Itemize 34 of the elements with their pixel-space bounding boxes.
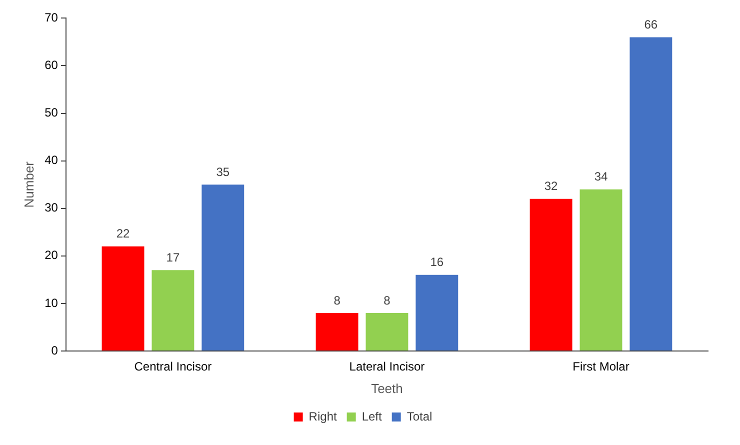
bar <box>102 246 144 350</box>
data-label: 32 <box>544 179 558 194</box>
y-tick-label: 50 <box>44 106 58 120</box>
bar <box>366 312 408 350</box>
y-tick-label: 70 <box>44 10 58 25</box>
data-label: 17 <box>166 250 180 264</box>
data-label: 8 <box>384 293 391 308</box>
y-tick-label: 30 <box>44 200 58 215</box>
bar <box>630 37 672 350</box>
x-tick-label: Lateral Incisor <box>349 360 425 374</box>
data-label: 34 <box>594 170 608 184</box>
data-label: 8 <box>334 293 341 308</box>
bar <box>202 184 244 350</box>
y-tick-label: 20 <box>44 248 58 262</box>
bar <box>580 189 622 350</box>
x-tick-label: First Molar <box>572 360 630 374</box>
y-tick-label: 10 <box>44 296 58 310</box>
legend-label: Left <box>362 409 383 424</box>
y-tick-label: 0 <box>51 343 58 358</box>
x-tick-label: Central Incisor <box>134 360 212 374</box>
y-tick-label: 60 <box>44 58 58 72</box>
data-label: 22 <box>116 226 130 241</box>
y-axis-title: Number <box>21 160 36 208</box>
bar <box>316 312 358 350</box>
data-label: 16 <box>430 255 444 270</box>
bar <box>416 274 458 350</box>
x-axis-title: Teeth <box>371 380 403 396</box>
y-tick-label: 40 <box>44 153 58 168</box>
legend-label: Right <box>308 409 338 424</box>
data-label: 66 <box>644 18 658 32</box>
bar <box>530 198 572 350</box>
legend-label: Total <box>406 409 432 424</box>
data-label: 35 <box>216 164 230 179</box>
bar <box>152 270 194 350</box>
